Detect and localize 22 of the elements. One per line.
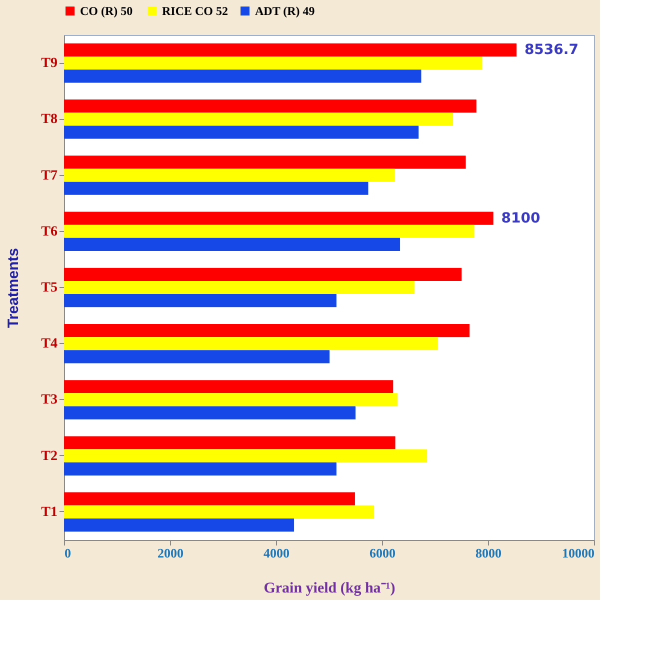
y-tick-label: T2 [41,448,58,464]
x-tick-label: 2000 [158,546,184,560]
data-label: 8536.7 [524,42,578,58]
data-label: 8100 [501,210,541,226]
legend-label: CO (R) 50 [80,4,133,18]
y-tick-label: T3 [41,392,58,408]
x-tick-label: 4000 [264,546,290,560]
y-tick-label: T5 [41,280,58,296]
x-tick-label: 8000 [476,546,502,560]
y-tick-label: T9 [41,56,58,72]
y-tick-label: T6 [41,224,58,240]
legend-label: ADT (R) 49 [255,4,315,18]
x-tick-label: 6000 [370,546,396,560]
y-axis-title: Treatments [5,248,22,328]
y-tick-label: T7 [41,168,58,184]
x-axis-title: Grain yield (kg ha⁻¹) [264,580,396,596]
legend-label: RICE CO 52 [162,4,228,18]
y-tick-label: T4 [41,336,58,352]
x-tick-label: 10000 [562,546,594,560]
y-tick-label: T1 [41,504,58,520]
y-tick-label: T8 [41,112,58,128]
x-tick-label: 0 [64,546,71,560]
